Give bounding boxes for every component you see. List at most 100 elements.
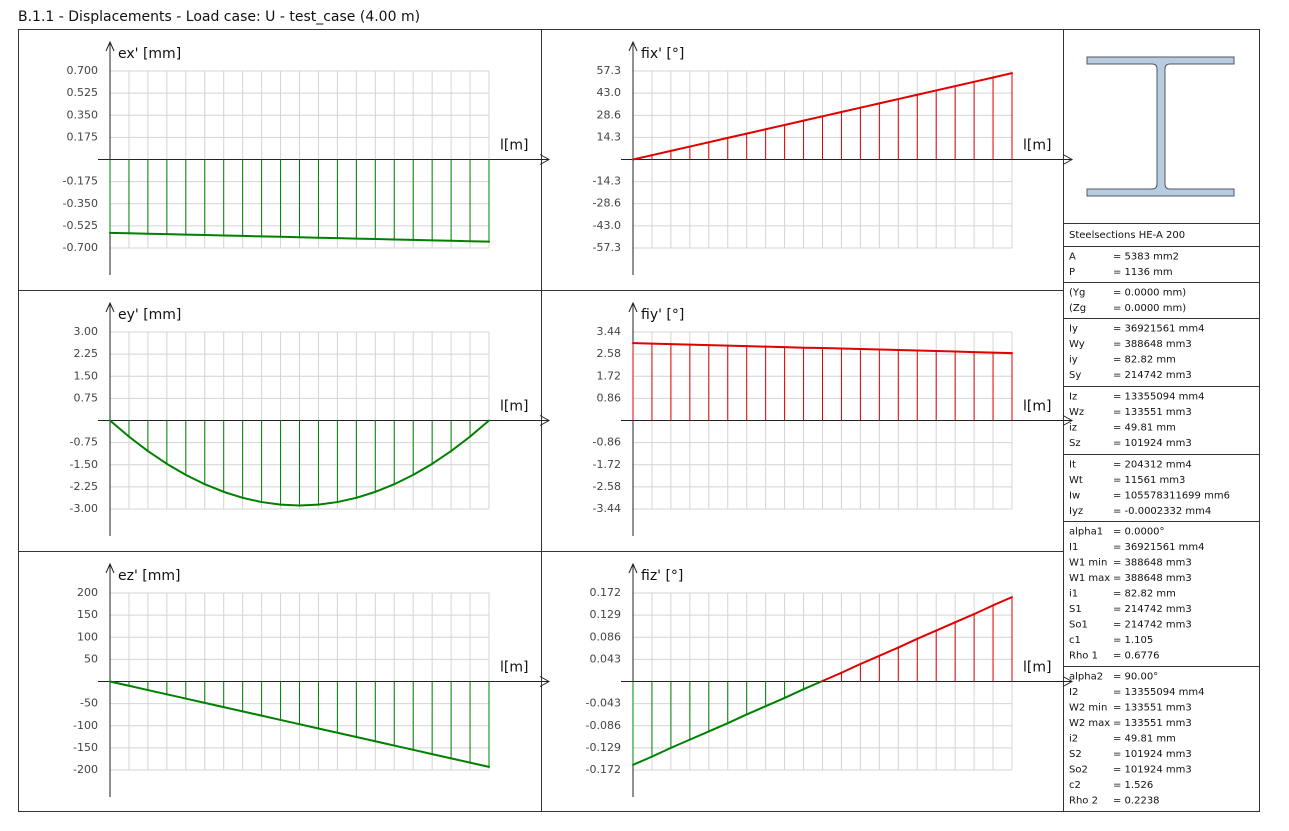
property-value: = 204312 mm4 xyxy=(1113,460,1192,471)
y-tick-label: 0.350 xyxy=(67,108,99,121)
y-tick-label: -0.043 xyxy=(586,697,621,710)
line-segment xyxy=(726,713,748,725)
line-segment xyxy=(222,706,244,713)
property-name: Wt xyxy=(1069,475,1083,486)
line-segment xyxy=(374,740,396,747)
y-tick-label: 0.525 xyxy=(67,86,99,99)
y-tick-label: 28.6 xyxy=(597,108,622,121)
line-segment xyxy=(241,710,263,717)
property-value: = 133551 mm3 xyxy=(1113,407,1192,418)
property-value: = 36921561 mm4 xyxy=(1113,542,1204,553)
y-tick-label: -0.172 xyxy=(586,763,621,776)
y-axis-arrow xyxy=(105,301,115,313)
y-tick-label: 0.75 xyxy=(74,391,99,404)
line-segment xyxy=(707,722,729,733)
y-tick-label: -0.129 xyxy=(586,741,621,754)
line-segment xyxy=(821,346,843,350)
property-value: = 11561 mm3 xyxy=(1113,475,1185,486)
line-segment xyxy=(374,483,396,493)
y-tick-label: 2.25 xyxy=(74,347,99,360)
property-name: A xyxy=(1069,252,1076,263)
y-tick-label: 0.086 xyxy=(590,630,622,643)
y-tick-label: -28.6 xyxy=(593,197,621,210)
y-tick-label: 2.58 xyxy=(597,347,622,360)
y-tick-label: -0.525 xyxy=(63,219,98,232)
property-value: = 1.105 xyxy=(1113,635,1153,646)
x-axis-arrow xyxy=(1062,154,1074,165)
line-segment xyxy=(184,473,206,486)
property-value: = 214742 mm3 xyxy=(1113,620,1192,631)
line-segment xyxy=(184,697,206,704)
y-tick-label: 0.129 xyxy=(590,608,622,621)
y-tick-label: -0.86 xyxy=(593,436,621,449)
line-segment xyxy=(165,693,187,700)
line-segment xyxy=(840,347,862,350)
property-name: i2 xyxy=(1069,734,1078,745)
property-value: = 105578311699 mm6 xyxy=(1113,491,1230,502)
line-segment xyxy=(897,637,919,649)
line-segment xyxy=(954,613,976,624)
line-segment xyxy=(840,106,862,114)
x-axis-arrow xyxy=(1062,676,1074,687)
line-segment xyxy=(669,145,691,152)
line-segment xyxy=(669,738,691,749)
y-tick-label: 0.175 xyxy=(67,130,99,143)
y-tick-label: -57.3 xyxy=(593,241,621,254)
y-tick-label: 0.86 xyxy=(597,391,622,404)
line-segment xyxy=(355,490,377,499)
property-value: = 5383 mm2 xyxy=(1113,252,1179,263)
line-segment xyxy=(431,450,453,465)
property-value: = 49.81 mm xyxy=(1113,423,1176,434)
property-value: = 388648 mm3 xyxy=(1113,573,1192,584)
line-segment xyxy=(992,72,1013,79)
property-name: alpha2 xyxy=(1069,672,1103,683)
line-segment xyxy=(973,604,995,616)
line-segment xyxy=(992,596,1013,607)
y-tick-label: -14.3 xyxy=(593,175,621,188)
y-tick-label: -2.58 xyxy=(593,480,621,493)
y-axis-arrow xyxy=(105,562,115,574)
y-tick-label: -0.175 xyxy=(63,175,98,188)
property-name: W1 min xyxy=(1069,558,1107,569)
property-name: So2 xyxy=(1069,765,1088,776)
line-segment xyxy=(935,350,957,353)
line-segment xyxy=(878,348,900,352)
line-segment xyxy=(745,128,767,135)
line-segment xyxy=(165,462,187,476)
line-segment xyxy=(146,689,168,696)
line-segment xyxy=(897,93,919,101)
line-segment xyxy=(317,501,339,506)
line-segment xyxy=(802,679,824,691)
line-segment xyxy=(109,419,130,438)
y-tick-label: 0.172 xyxy=(590,586,622,599)
property-name: Sy xyxy=(1069,370,1081,381)
property-name: Iz xyxy=(1069,392,1077,403)
line-segment xyxy=(632,154,653,161)
y-tick-label: 150 xyxy=(77,608,98,621)
y-tick-label: 14.3 xyxy=(597,130,622,143)
line-segment xyxy=(897,349,919,352)
line-segment xyxy=(802,115,824,122)
section-heading: Steelsections HE-A 200 xyxy=(1069,230,1185,241)
property-name: iy xyxy=(1069,355,1078,366)
line-segment xyxy=(279,718,301,726)
line-segment xyxy=(469,761,490,768)
line-segment xyxy=(632,755,653,766)
property-value: = 13355094 mm4 xyxy=(1113,687,1204,698)
property-value: = 49.81 mm xyxy=(1113,734,1176,745)
line-segment xyxy=(412,748,434,756)
property-name: Wy xyxy=(1069,339,1085,350)
y-tick-label: 3.00 xyxy=(74,325,99,338)
line-segment xyxy=(688,141,710,148)
y-axis-label: fix' [°] xyxy=(641,46,684,62)
line-segment xyxy=(954,350,976,354)
property-name: c1 xyxy=(1069,635,1081,646)
line-segment xyxy=(821,111,843,118)
property-name: Sz xyxy=(1069,438,1081,449)
property-name: Rho 1 xyxy=(1069,651,1098,662)
property-name: P xyxy=(1069,267,1075,278)
line-segment xyxy=(669,343,691,346)
y-tick-label: 0.043 xyxy=(590,652,622,665)
y-tick-label: 0.700 xyxy=(67,64,99,77)
